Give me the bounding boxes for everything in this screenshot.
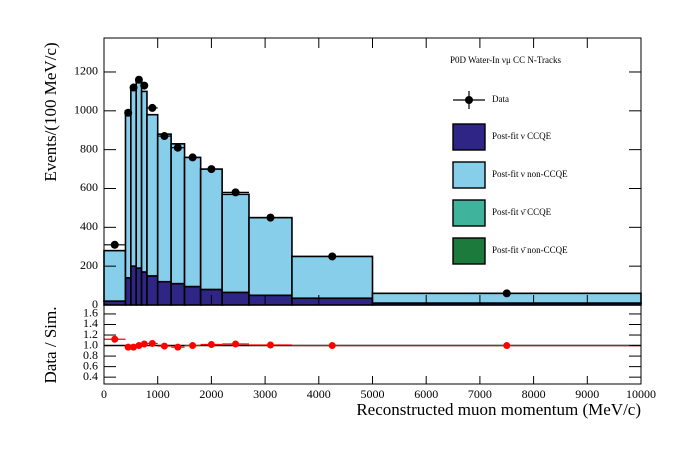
y-tick-label: 600: [80, 180, 98, 194]
x-tick-label: 8000: [522, 387, 546, 401]
ratio-point: [148, 339, 156, 347]
hist-bar: [156, 280, 172, 306]
data-point: [160, 132, 169, 141]
ratio-axis-title: Data / Sim.: [41, 307, 60, 384]
hist-bar: [124, 110, 132, 279]
hist-bar: [248, 294, 293, 306]
data-point: [266, 213, 275, 222]
hist-bar: [183, 285, 202, 306]
ratio-point: [328, 342, 336, 350]
hist-bar: [221, 291, 250, 306]
legend-label: Data: [492, 94, 509, 104]
x-tick-label: 2000: [199, 387, 223, 401]
hist-bar: [124, 277, 132, 306]
hist-bar: [130, 265, 138, 306]
x-tick-label: 0: [101, 387, 107, 401]
data-point: [502, 289, 511, 298]
legend-key: [452, 123, 486, 151]
x-axis-title: Reconstructed muon momentum (MeV/c): [356, 400, 641, 419]
hist-bar: [146, 275, 159, 306]
hist-bar: [221, 193, 250, 294]
ratio-y-tick-label: 0.6: [83, 358, 98, 372]
ratio-point: [130, 343, 138, 351]
hist-bar: [135, 267, 143, 306]
hist-bar: [140, 271, 148, 306]
hist-bar: [103, 249, 127, 302]
data-point: [140, 81, 149, 90]
ratio-y-tick-label: 1.0: [83, 337, 98, 351]
legend-label: Post-fit ν̄ CCQE: [492, 207, 552, 217]
ratio-y-tick-label: 1.4: [83, 316, 98, 330]
y-tick-label: 1000: [74, 103, 98, 117]
hist-bar: [291, 297, 374, 306]
data-point: [231, 188, 240, 197]
ratio-point: [111, 335, 119, 343]
hist-bar: [146, 113, 159, 277]
ratio-point: [174, 343, 182, 351]
hist-bar: [170, 143, 186, 285]
ratio-y-tick-label: 0.8: [83, 348, 98, 362]
x-tick-label: 5000: [361, 387, 385, 401]
data-point: [207, 165, 216, 174]
hist-bar: [140, 90, 148, 273]
ratio-point: [207, 341, 215, 348]
y-tick-label: 1200: [74, 64, 98, 78]
legend-label: Post-fit ν CCQE: [492, 131, 552, 141]
data-point: [129, 83, 138, 92]
data-point: [124, 108, 133, 117]
legend-key: [452, 237, 486, 265]
x-tick-label: 6000: [414, 387, 438, 401]
y-tick-label: 200: [80, 258, 98, 272]
legend-key: [452, 161, 486, 189]
ratio-point: [124, 343, 132, 351]
x-tick-label: 9000: [575, 387, 599, 401]
hist-bar: [248, 216, 293, 297]
data-point: [134, 75, 143, 84]
ratio-y-tick-label: 1.2: [83, 327, 98, 341]
x-tick-label: 10000: [626, 387, 656, 401]
data-point: [148, 103, 157, 112]
data-point: [188, 153, 197, 162]
data-point: [110, 240, 119, 249]
y-tick-label: 400: [80, 219, 98, 233]
legend-key: [465, 96, 473, 104]
ratio-point: [503, 342, 511, 350]
ratio-frame: [103, 304, 642, 385]
ratio-point: [140, 340, 148, 348]
legend-label: Post-fit ν non-CCQE: [492, 169, 568, 179]
ratio-point: [232, 340, 240, 348]
ratio-y-tick-label: 0.4: [83, 369, 98, 383]
ratio-y-tick-label: 1.6: [83, 306, 98, 320]
data-point: [173, 143, 182, 152]
ratio-point: [135, 342, 143, 350]
x-tick-label: 3000: [253, 387, 277, 401]
hist-bar: [291, 255, 374, 300]
hist-bar: [170, 282, 186, 306]
ratio-point: [160, 342, 168, 350]
ratio-point: [266, 341, 274, 349]
ratio-point: [189, 342, 197, 350]
x-tick-label: 4000: [307, 387, 331, 401]
x-tick-label: 7000: [468, 387, 492, 401]
data-point: [328, 252, 337, 261]
x-tick-label: 1000: [146, 387, 170, 401]
y-tick-label: 0: [92, 297, 98, 311]
legend-header: P0D Water-In νμ CC N-Tracks: [450, 55, 561, 65]
legend-key: [452, 199, 486, 227]
hist-bar: [135, 80, 143, 269]
legend-label: Post-fit ν̄ non-CCQE: [492, 245, 568, 255]
hist-bar: [156, 133, 172, 283]
hist-bar: [130, 88, 138, 267]
y-tick-label: 800: [80, 141, 98, 155]
hist-bar: [183, 156, 202, 288]
hist-bar: [199, 168, 223, 291]
y-axis-title: Events/(100 MeV/c): [41, 42, 60, 181]
